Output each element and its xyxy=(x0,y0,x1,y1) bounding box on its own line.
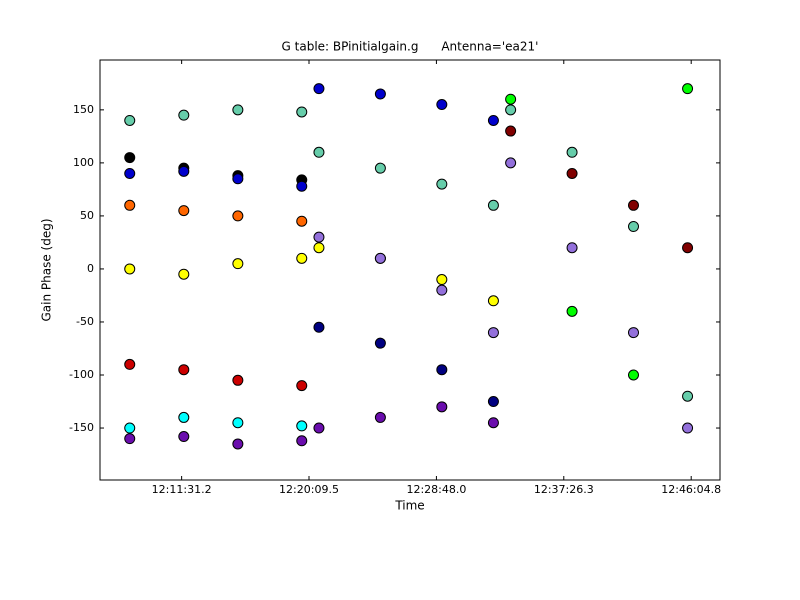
x-tick-label: 12:11:31.2 xyxy=(152,483,212,496)
data-point xyxy=(232,258,244,270)
data-point xyxy=(487,417,499,429)
x-tick-label: 12:46:04.8 xyxy=(661,483,721,496)
data-point xyxy=(627,369,639,381)
data-point xyxy=(178,268,190,280)
data-point xyxy=(682,390,694,402)
data-point xyxy=(296,435,308,447)
axes-frame xyxy=(99,59,721,481)
data-point xyxy=(505,157,517,169)
data-point xyxy=(566,242,578,254)
data-point xyxy=(296,180,308,192)
data-point xyxy=(178,165,190,177)
data-point xyxy=(313,231,325,243)
plot-area xyxy=(124,83,694,450)
chart-title: G table: BPinitialgain.g Antenna='ea21' xyxy=(282,40,539,54)
data-point xyxy=(627,199,639,211)
data-point xyxy=(124,167,136,179)
data-point xyxy=(313,422,325,434)
data-point xyxy=(313,146,325,158)
data-point xyxy=(232,374,244,386)
data-point xyxy=(505,93,517,105)
data-point xyxy=(296,380,308,392)
y-tick-label: 150 xyxy=(73,103,94,116)
data-point xyxy=(682,242,694,254)
data-point xyxy=(124,152,136,164)
data-point xyxy=(487,327,499,339)
x-tick-label: 12:37:26.3 xyxy=(534,483,594,496)
data-point xyxy=(487,295,499,307)
data-point xyxy=(124,114,136,126)
data-point xyxy=(178,364,190,376)
data-point xyxy=(566,305,578,317)
data-point xyxy=(436,178,448,190)
data-point xyxy=(232,173,244,185)
y-tick-label: 100 xyxy=(73,156,94,169)
data-point xyxy=(124,199,136,211)
data-point xyxy=(682,83,694,95)
data-point xyxy=(296,420,308,432)
y-tick-label: 0 xyxy=(87,262,94,275)
data-point xyxy=(296,252,308,264)
data-point xyxy=(566,146,578,158)
data-point xyxy=(296,215,308,227)
data-point xyxy=(124,433,136,445)
data-point xyxy=(374,252,386,264)
data-point xyxy=(232,210,244,222)
data-point xyxy=(232,417,244,429)
x-tick-label: 12:20:09.5 xyxy=(279,483,339,496)
data-point xyxy=(566,167,578,179)
data-point xyxy=(374,88,386,100)
data-point xyxy=(178,411,190,423)
data-point xyxy=(374,337,386,349)
data-point xyxy=(505,104,517,116)
data-point xyxy=(178,431,190,443)
x-tick-label: 12:28:48.0 xyxy=(406,483,466,496)
data-point xyxy=(124,422,136,434)
data-point xyxy=(436,364,448,376)
data-point xyxy=(436,284,448,296)
data-point xyxy=(436,401,448,413)
data-point xyxy=(436,274,448,286)
x-axis-label: Time xyxy=(394,499,424,513)
data-point xyxy=(313,83,325,95)
data-point xyxy=(487,199,499,211)
data-point xyxy=(313,242,325,254)
data-point xyxy=(487,114,499,126)
data-point xyxy=(124,358,136,370)
data-point xyxy=(374,162,386,174)
data-point xyxy=(296,106,308,118)
data-point xyxy=(313,321,325,333)
data-point xyxy=(124,263,136,275)
y-axis-label: Gain Phase (deg) xyxy=(40,218,54,321)
data-point xyxy=(374,411,386,423)
data-point xyxy=(505,125,517,137)
data-point xyxy=(232,104,244,116)
y-tick-label: 50 xyxy=(80,209,94,222)
y-tick-label: -50 xyxy=(76,315,94,328)
y-tick-label: -150 xyxy=(69,421,94,434)
data-point xyxy=(436,99,448,111)
data-point xyxy=(627,327,639,339)
data-point xyxy=(627,221,639,233)
data-point xyxy=(487,396,499,408)
data-point xyxy=(232,438,244,450)
data-point xyxy=(682,422,694,434)
data-point xyxy=(178,109,190,121)
data-point xyxy=(178,205,190,217)
y-tick-label: -100 xyxy=(69,368,94,381)
